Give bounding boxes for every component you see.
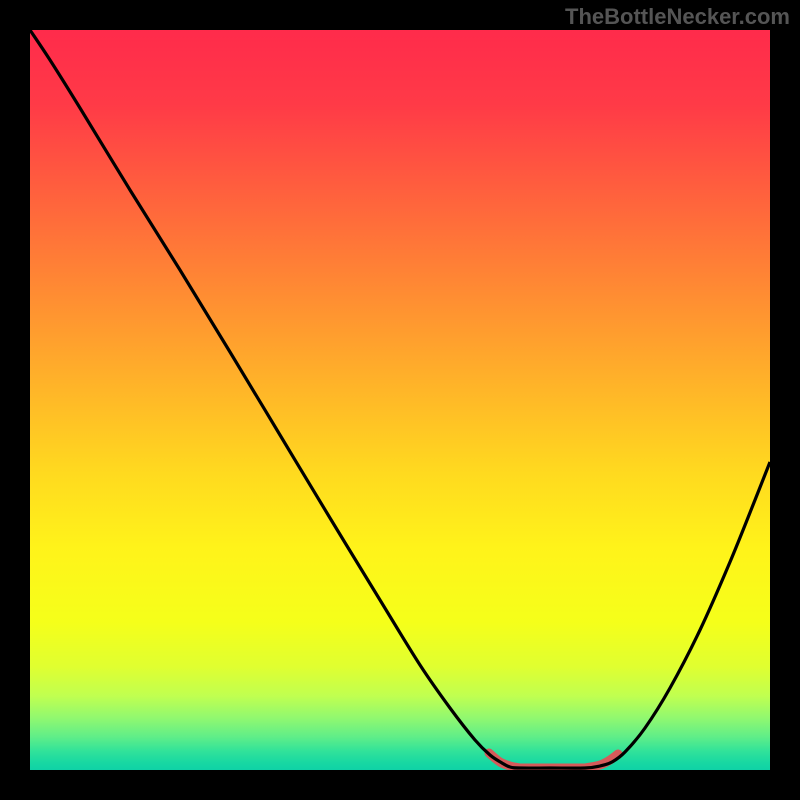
watermark-label: TheBottleNecker.com bbox=[565, 4, 790, 30]
bottleneck-curve bbox=[30, 30, 770, 768]
chart-container: TheBottleNecker.com bbox=[0, 0, 800, 800]
plot-area bbox=[30, 30, 770, 770]
curve-layer bbox=[30, 30, 770, 770]
